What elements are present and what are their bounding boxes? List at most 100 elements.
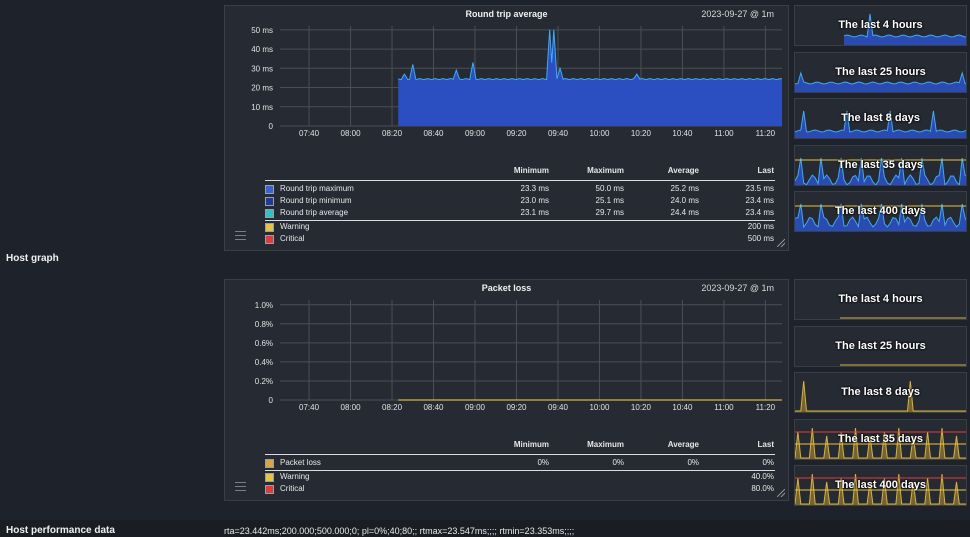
col-average: Average: [667, 166, 699, 175]
rta-xtick: 08:20: [382, 129, 403, 138]
thumb-sparkline: [795, 473, 966, 505]
threshold-swatch: [265, 223, 274, 232]
thumb-line: [795, 110, 966, 133]
rta-xtick: 08:40: [423, 129, 444, 138]
thumb-label: The last 25 hours: [835, 66, 926, 78]
threshold-value: 200 ms: [747, 222, 774, 231]
pl-xtick: 10:40: [672, 403, 693, 412]
threshold-row: Critical 80.0%: [265, 483, 775, 495]
legend-name: Packet loss: [280, 458, 321, 467]
threshold-name: Warning: [280, 472, 310, 481]
pl-ytick: 0.4%: [255, 358, 273, 367]
legend-max: 29.7 ms: [595, 208, 624, 217]
rta-ytick: 40 ms: [251, 45, 273, 54]
rta-thumb-0[interactable]: The last 4 hours: [794, 5, 967, 46]
legend-last: 23.4 ms: [745, 208, 774, 217]
rta-xtick: 08:00: [341, 129, 362, 138]
pl-ytick: 0: [269, 396, 274, 405]
col-average: Average: [667, 440, 699, 449]
thumb-sparkline: [795, 71, 966, 92]
legend-separator: [265, 220, 775, 221]
thumb-sparkline: [795, 157, 966, 185]
pl-xtick: 11:00: [714, 403, 734, 412]
pl-thumb-2[interactable]: The last 8 days: [794, 372, 967, 413]
thumb-line: [795, 427, 966, 459]
rta-legend-header: Minimum Maximum Average Last: [265, 166, 775, 181]
rta-area: [398, 29, 782, 126]
pl-ytick: 0.6%: [255, 339, 273, 348]
threshold-row: Warning 40.0%: [265, 471, 775, 483]
legend-last: 23.4 ms: [745, 196, 774, 205]
legend-avg: 24.0 ms: [670, 196, 699, 205]
threshold-name: Warning: [280, 222, 310, 231]
rta-ytick: 10 ms: [251, 103, 273, 112]
thumb-line: [843, 13, 966, 38]
pl-chart[interactable]: 0 0.2% 0.4% 0.6% 0.8% 1.0% 07:40 08:00 08:20 08:4…: [225, 280, 790, 420]
pl-xtick: 08:40: [423, 403, 444, 412]
pl-thumb-4[interactable]: The last 400 days: [794, 465, 967, 506]
thumb-line: [795, 71, 966, 85]
pl-legend: Minimum Maximum Average Last Packet loss…: [265, 440, 775, 495]
rta-xtick: 10:20: [631, 129, 652, 138]
thumb-line: [795, 380, 966, 412]
pl-legend-header: Minimum Maximum Average Last: [265, 440, 775, 455]
pl-xtick: 09:00: [465, 403, 486, 412]
rta-thumb-2[interactable]: The last 8 days: [794, 98, 967, 139]
rta-chart[interactable]: 0 10 ms 20 ms 30 ms 40 ms 50 ms 07:40 08:00 08:2…: [225, 6, 790, 146]
pl-xtick: 10:00: [589, 403, 610, 412]
thumb-label: The last 25 hours: [835, 340, 926, 352]
col-maximum: Maximum: [587, 440, 624, 449]
thumb-label: The last 4 hours: [838, 19, 923, 31]
thumb-sparkline: [795, 427, 966, 459]
pl-resize-icon[interactable]: [777, 489, 785, 497]
host-perf-value: rta=23.442ms;200.000;500.000;0; pl=0%;40…: [224, 526, 575, 536]
legend-swatch: [265, 459, 274, 468]
thumb-sparkline: [840, 317, 966, 319]
rta-xtick: 11:20: [756, 129, 776, 138]
legend-swatch: [265, 185, 274, 194]
host-graph-label: Host graph: [6, 253, 59, 264]
thumb-area: [795, 73, 966, 92]
rta-thumb-3[interactable]: The last 35 days: [794, 145, 967, 186]
threshold-swatch: [265, 485, 274, 494]
legend-min: 0%: [537, 458, 549, 467]
legend-min: 23.0 ms: [520, 196, 549, 205]
rta-xtick: 10:40: [672, 129, 693, 138]
rta-graph-title: Round trip average: [465, 9, 548, 19]
threshold-swatch: [265, 235, 274, 244]
col-maximum: Maximum: [587, 166, 624, 175]
rta-graph-panel[interactable]: Round trip average 2023-09-27 @ 1m 0 10 m…: [224, 5, 789, 251]
pl-ytick: 0.2%: [255, 377, 273, 386]
legend-name: Round trip maximum: [280, 184, 354, 193]
legend-name: Round trip minimum: [280, 196, 352, 205]
rta-xtick: 09:00: [465, 129, 486, 138]
thumb-line: [795, 473, 966, 505]
threshold-swatch: [265, 473, 274, 482]
pl-xtick: 09:20: [506, 403, 527, 412]
pl-graph-date: 2023-09-27 @ 1m: [701, 283, 774, 293]
rta-thumb-1[interactable]: The last 25 hours: [794, 52, 967, 93]
pl-graph-panel[interactable]: Packet loss 2023-09-27 @ 1m 0 0.2% 0.4% 0.6…: [224, 279, 789, 501]
threshold-name: Critical: [280, 234, 305, 243]
rta-thumb-4[interactable]: The last 400 days: [794, 191, 967, 232]
rta-ytick: 50 ms: [251, 26, 273, 35]
thumb-area: [844, 14, 966, 45]
pl-thumb-3[interactable]: The last 35 days: [794, 419, 967, 460]
thumb-sparkline: [795, 380, 966, 412]
legend-max: 25.1 ms: [595, 196, 624, 205]
rta-resize-icon[interactable]: [777, 239, 785, 247]
perf-data-bar: [0, 520, 970, 537]
rta-line: [398, 29, 783, 81]
pl-menu-icon[interactable]: [235, 482, 246, 491]
rta-menu-icon[interactable]: [235, 231, 246, 240]
rta-xtick: 11:00: [714, 129, 734, 138]
pl-xtick: 10:20: [631, 403, 652, 412]
pl-thumb-0[interactable]: The last 4 hours: [794, 279, 967, 320]
rta-xtick: 09:40: [548, 129, 569, 138]
col-minimum: Minimum: [513, 440, 549, 449]
pl-xtick: 11:20: [756, 403, 776, 412]
thumb-sparkline: [843, 13, 966, 45]
pl-thumb-1[interactable]: The last 25 hours: [794, 326, 967, 367]
legend-swatch: [265, 197, 274, 206]
rta-xtick: 10:00: [589, 129, 610, 138]
